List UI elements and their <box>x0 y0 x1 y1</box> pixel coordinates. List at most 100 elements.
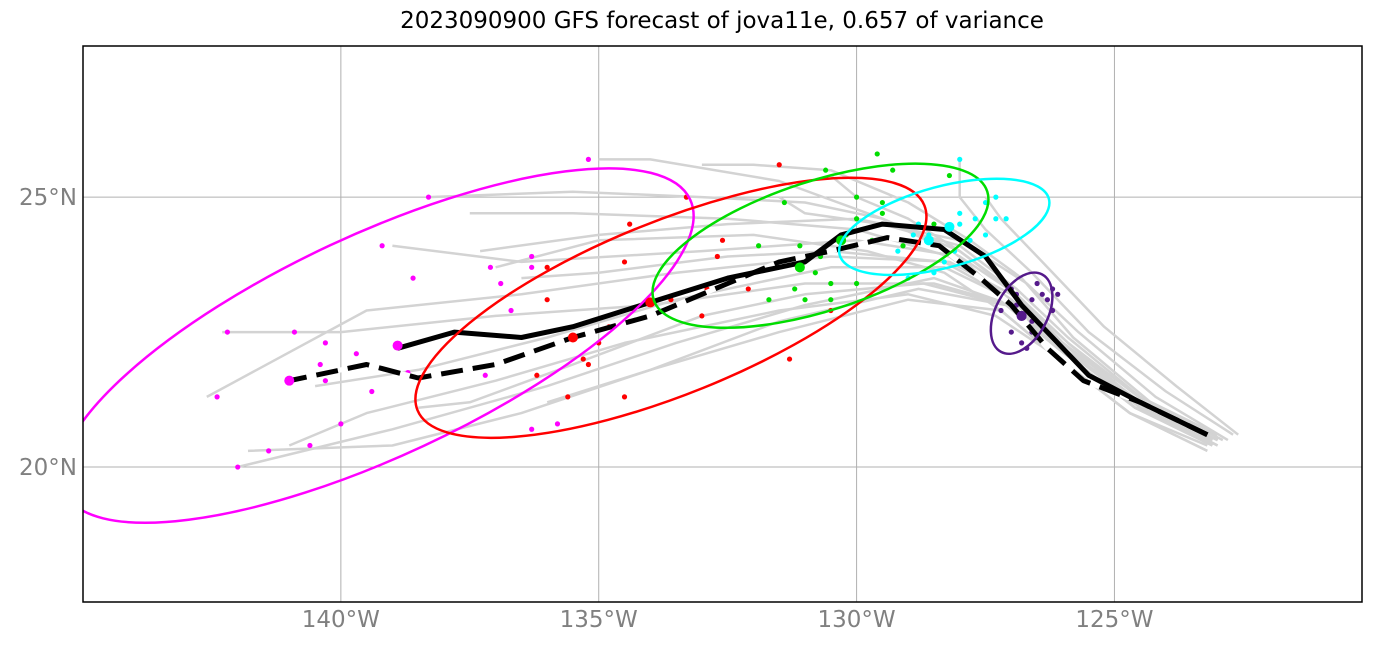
ensemble-track <box>206 255 1219 442</box>
uncertainty-ellipse <box>414 176 928 440</box>
member-position-dot <box>998 307 1004 314</box>
member-position-dot <box>895 248 901 254</box>
member-position-dot <box>627 221 633 227</box>
gridlines <box>83 46 1362 602</box>
member-position-dot <box>786 356 793 362</box>
group-center-marker <box>944 221 955 232</box>
uncertainty-ellipse <box>837 177 1051 277</box>
member-position-dot <box>993 216 999 222</box>
member-position-dot <box>1019 340 1025 346</box>
member-position-dot <box>993 194 999 200</box>
member-position-dot <box>266 448 272 454</box>
member-position-dot <box>322 340 328 346</box>
member-position-dot <box>853 216 860 222</box>
ensemble-track <box>778 196 1219 436</box>
member-position-dot <box>621 259 628 265</box>
member-position-dot <box>529 426 535 432</box>
y-tick-label: 20°N <box>19 455 77 481</box>
member-position-dot <box>941 259 947 265</box>
ensemble-track <box>546 298 1208 453</box>
member-position-dot <box>781 199 787 206</box>
member-position-dot <box>1055 291 1061 297</box>
member-position-dot <box>957 156 963 162</box>
member-position-dot <box>957 221 963 227</box>
member-position-dot <box>982 232 989 238</box>
member-position-dot <box>425 194 432 200</box>
plot-area <box>83 151 1239 524</box>
member-position-dot <box>544 297 550 303</box>
track-position-marker <box>284 375 295 386</box>
group-center-marker <box>794 262 805 273</box>
member-position-dot <box>580 356 586 362</box>
x-tick-label: 130°W <box>818 607 896 633</box>
chart-title: 2023090900 GFS forecast of jova11e, 0.65… <box>400 8 1044 34</box>
member-position-dot <box>823 167 829 173</box>
member-position-dot <box>1008 329 1014 335</box>
track-position-marker <box>567 332 578 343</box>
member-position-dot <box>585 156 592 162</box>
member-position-dot <box>1044 297 1051 303</box>
member-position-dot <box>879 210 885 216</box>
member-position-dot <box>792 286 798 292</box>
x-tick-label: 140°W <box>302 607 380 633</box>
member-position-dot <box>410 275 416 281</box>
y-tick-label: 25°N <box>19 185 77 211</box>
member-position-dot <box>1003 216 1009 222</box>
member-position-dot <box>797 243 803 249</box>
member-position-dot <box>828 297 834 303</box>
member-position-dot <box>931 221 937 227</box>
member-position-dot <box>1029 297 1035 303</box>
member-position-dot <box>1039 291 1045 297</box>
member-position-dot <box>957 210 963 216</box>
member-position-dot <box>879 199 885 206</box>
member-position-dot <box>224 329 231 335</box>
member-position-dot <box>487 264 494 270</box>
ensemble-track <box>829 174 1219 442</box>
member-position-dot <box>529 264 535 270</box>
track-position-marker <box>923 235 934 246</box>
member-position-dot <box>699 313 705 319</box>
member-position-dot <box>714 253 720 260</box>
member-position-dot <box>554 421 561 427</box>
member-position-dot <box>291 329 298 335</box>
member-position-dot <box>756 243 762 249</box>
track-position-marker <box>1016 310 1027 321</box>
member-position-dot <box>776 162 782 168</box>
ensemble-track <box>984 196 1239 436</box>
uncertainty-ellipse <box>83 167 695 524</box>
member-position-dot <box>534 372 540 378</box>
dashed-track-underlay <box>288 235 1209 437</box>
member-position-dot <box>874 151 880 157</box>
dashed-track <box>288 235 1209 437</box>
tick-labels: 140°W 135°W 130°W 125°W 25°N 20°N <box>19 185 1154 633</box>
member-position-dot <box>307 442 313 449</box>
member-position-dot <box>508 307 514 314</box>
member-position-dot <box>853 194 860 200</box>
member-position-dot <box>766 297 772 303</box>
x-tick-label: 135°W <box>560 607 638 633</box>
member-position-dot <box>853 280 860 287</box>
member-position-dot <box>235 464 241 470</box>
member-position-dot <box>544 264 550 270</box>
x-tick-label: 125°W <box>1075 607 1153 633</box>
member-position-dot <box>900 243 906 249</box>
member-position-dot <box>982 199 989 206</box>
member-position-dot <box>946 172 953 179</box>
member-position-dot <box>802 297 808 303</box>
member-position-dot <box>910 232 916 238</box>
member-position-dot <box>379 243 385 249</box>
member-position-dot <box>317 361 323 368</box>
group-center-marker <box>392 340 403 351</box>
member-position-dot <box>498 280 504 287</box>
member-position-dot <box>353 351 359 357</box>
uncertainty-ellipse <box>651 162 990 330</box>
member-position-dot <box>322 378 328 384</box>
member-position-dot <box>812 270 818 276</box>
member-position-dot <box>745 286 751 292</box>
plot-frame <box>82 45 1363 603</box>
uncertainty-ellipse <box>989 271 1054 356</box>
member-position-dot <box>719 237 726 243</box>
ensemble-track <box>237 276 1219 469</box>
member-position-dot <box>828 280 834 287</box>
